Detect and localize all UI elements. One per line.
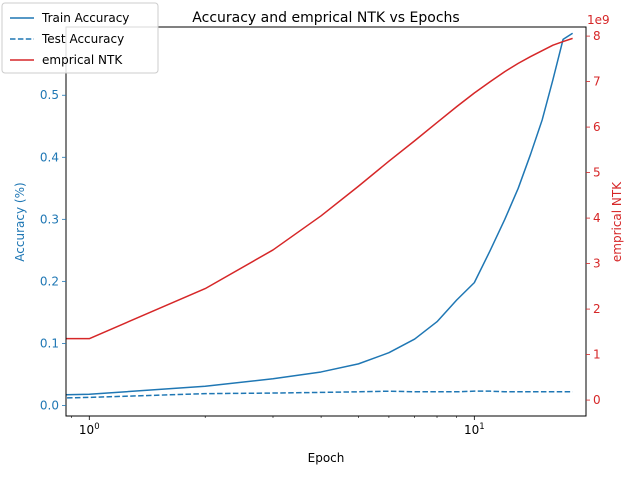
y-axis-right-label: emprical NTK bbox=[610, 181, 624, 262]
y-right-tick-label: 1 bbox=[593, 348, 601, 362]
y-left-tick-label: 0.2 bbox=[40, 274, 59, 288]
y-right-tick-label: 0 bbox=[593, 393, 601, 407]
y-right-tick-label: 3 bbox=[593, 257, 601, 271]
ticks: 100 101 0.0 0.1 0.2 0.3 0.4 0.5 0 1 2 3 4 5 6 7 8 bbox=[40, 29, 601, 437]
legend-label: Test Accuracy bbox=[41, 32, 124, 46]
y-left-tick-label: 0.4 bbox=[40, 150, 59, 164]
series-line-test-accuracy bbox=[66, 390, 573, 399]
y-axis-left-label: Accuracy (%) bbox=[13, 182, 27, 261]
x-tick-label: 101 bbox=[464, 422, 485, 437]
legend: Train Accuracy Test Accuracy emprical NTK bbox=[1, 2, 159, 74]
legend-label: emprical NTK bbox=[42, 53, 123, 67]
axes-frame bbox=[65, 26, 587, 417]
plot-area bbox=[66, 32, 574, 399]
legend-label: Train Accuracy bbox=[41, 11, 129, 25]
chart-title: Accuracy and emprical NTK vs Epochs bbox=[192, 10, 459, 26]
y-left-tick-label: 0.5 bbox=[40, 88, 59, 102]
x-axis-label: Epoch bbox=[308, 451, 345, 465]
y-right-tick-label: 5 bbox=[593, 166, 601, 180]
right-axis-offset-text: 1e9 bbox=[587, 13, 610, 27]
y-left-tick-label: 0.0 bbox=[40, 398, 59, 412]
x-tick-label: 100 bbox=[79, 422, 100, 437]
y-left-tick-label: 0.1 bbox=[40, 336, 59, 350]
series-line-train-accuracy bbox=[66, 32, 574, 396]
y-right-tick-label: 2 bbox=[593, 302, 601, 316]
y-left-tick-label: 0.3 bbox=[40, 212, 59, 226]
legend-box bbox=[1, 2, 159, 74]
y-right-tick-label: 6 bbox=[593, 120, 601, 134]
y-right-tick-label: 8 bbox=[593, 29, 601, 43]
axes bbox=[65, 26, 587, 417]
series-line-emprical-ntk bbox=[66, 37, 573, 340]
y-right-tick-label: 4 bbox=[593, 211, 601, 225]
y-right-tick-label: 7 bbox=[593, 75, 601, 89]
